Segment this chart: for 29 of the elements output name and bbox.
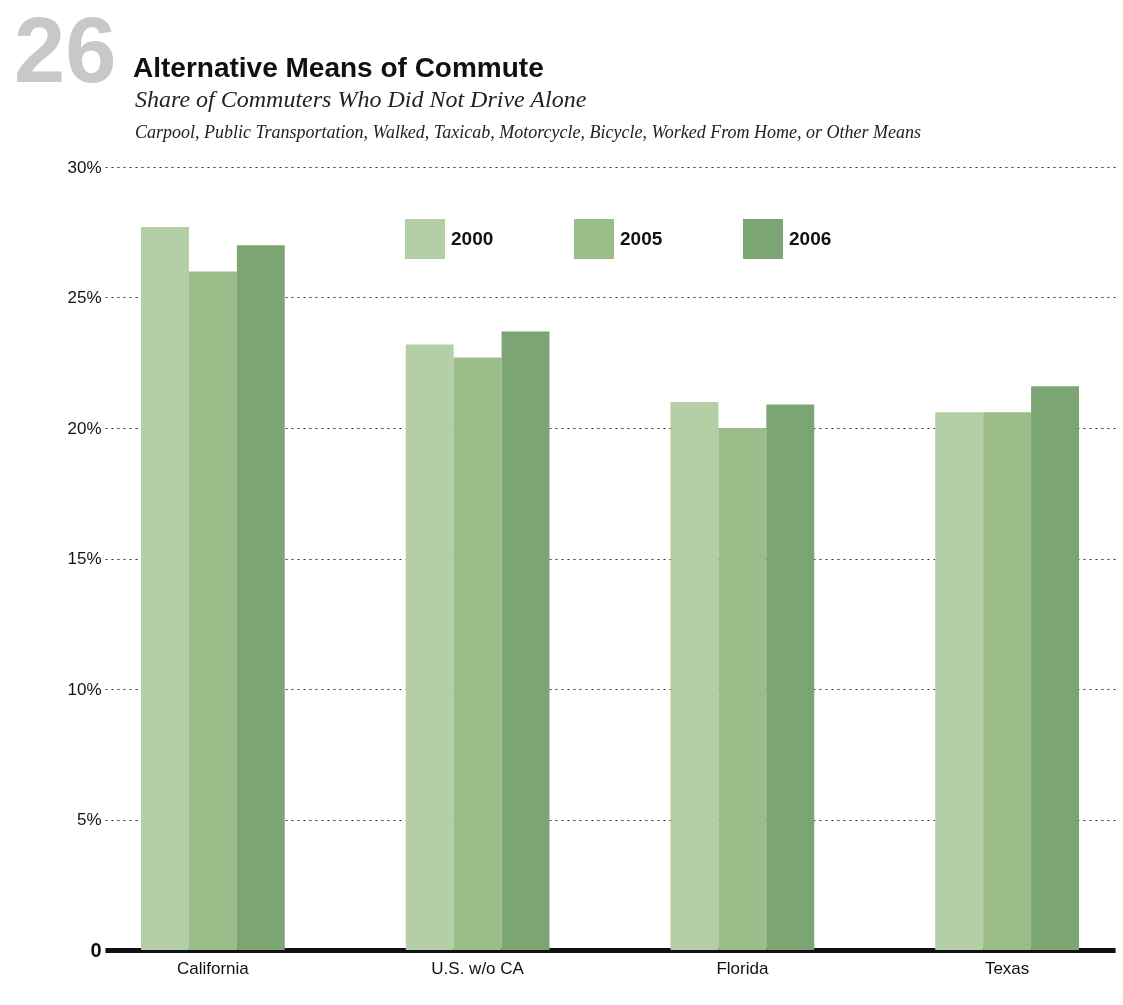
bar [405,344,454,950]
legend-label: 2000 [451,228,494,249]
bar [1031,386,1079,950]
x-tick-label: Florida [716,958,769,978]
y-tick-label: 10% [67,679,102,699]
bar [501,331,550,950]
x-tick-label: Texas [984,958,1030,978]
y-tick-label: 5% [76,810,102,829]
x-tick-label: California [176,958,250,978]
bar [453,357,502,950]
text: Carpool, Public Transportation, Walked, Taxicab, Motorcycle, Bicycle, Worked From Home, or Other Means [135,122,922,143]
y-tick-label: 30% [67,157,102,177]
legend-label: 2005 [620,228,663,249]
y-tick-label: 15% [67,549,102,568]
bar [236,245,285,950]
bar [670,401,719,950]
y-tick-label: 20% [67,418,102,438]
legend-label: 2006 [789,228,832,249]
bar [188,271,237,950]
bar [983,412,1032,950]
x-tick-label: U.S. w/o CA [431,958,525,978]
chart-title: Alternative Means of Commute [133,52,544,84]
y-tick-label: 25% [67,288,102,307]
chart-subtitle: Share of Commuters Who Did Not Drive Alone [135,86,587,113]
y-tick-label: 0 [90,938,102,961]
bar [766,404,815,950]
bar [935,412,984,950]
bar [718,428,767,950]
bar [141,227,189,950]
